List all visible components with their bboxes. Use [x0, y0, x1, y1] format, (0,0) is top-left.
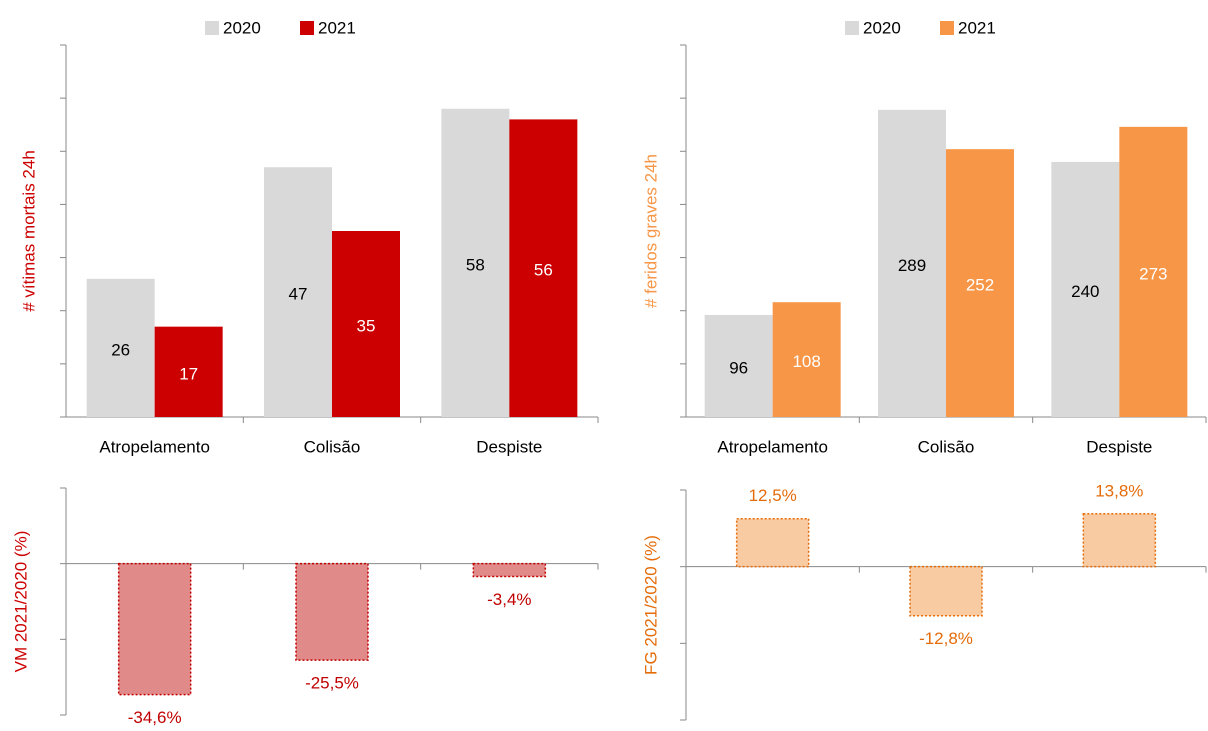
bar: [264, 167, 332, 417]
bar: [1051, 161, 1120, 417]
x-tick-label: Atropelamento: [99, 437, 210, 456]
x-tick-label: Despiste: [476, 437, 542, 456]
data-label: -12,8%: [919, 629, 973, 648]
bar: [1082, 513, 1157, 568]
bar: [909, 565, 983, 617]
x-tick-label: Colisão: [304, 437, 361, 456]
legend-label: 2020: [863, 18, 901, 37]
bar: [735, 518, 810, 568]
data-label: 12,5%: [749, 486, 797, 505]
data-label: 56: [534, 261, 553, 280]
x-tick-label: Colisão: [918, 437, 975, 456]
y-axis-label: VM 2021/2020 (%): [11, 531, 30, 673]
bar: [295, 562, 369, 661]
data-label: 289: [898, 256, 926, 275]
legend-swatch: [940, 21, 954, 35]
bar: [472, 562, 547, 578]
legend-swatch: [300, 21, 314, 35]
bar: [878, 109, 946, 417]
legend-swatch: [845, 21, 859, 35]
bar: [86, 278, 155, 417]
bar: [772, 302, 841, 417]
data-label: 26: [111, 340, 130, 359]
data-label: -3,4%: [487, 590, 531, 609]
data-label: -34,6%: [128, 708, 182, 727]
y-axis-label: FG 2021/2020 (%): [641, 535, 660, 675]
data-label: 240: [1071, 282, 1099, 301]
bar: [946, 149, 1014, 417]
data-label: 17: [179, 364, 198, 383]
data-label: 13,8%: [1095, 481, 1143, 500]
data-label: 47: [289, 285, 308, 304]
bar: [332, 231, 400, 417]
bar: [154, 326, 223, 417]
legend-label: 2021: [318, 18, 356, 37]
y-axis-label: # vítimas mortais 24h: [19, 150, 38, 312]
data-label: 96: [729, 358, 748, 377]
legend-label: 2020: [223, 18, 261, 37]
y-axis-label: # feridos graves 24h: [641, 154, 660, 308]
data-label: -25,5%: [305, 674, 359, 693]
x-tick-label: Despiste: [1086, 437, 1152, 456]
data-label: 273: [1139, 264, 1167, 283]
x-tick-label: Atropelamento: [717, 437, 828, 456]
bar: [1119, 126, 1188, 417]
bar: [117, 562, 192, 696]
bar: [441, 108, 510, 418]
data-label: 108: [792, 352, 820, 371]
legend-label: 2021: [958, 18, 996, 37]
legend-swatch: [205, 21, 219, 35]
bar: [509, 119, 578, 418]
data-label: 58: [466, 255, 485, 274]
bar: [704, 314, 773, 417]
data-label: 252: [966, 276, 994, 295]
data-label: 35: [357, 316, 376, 335]
